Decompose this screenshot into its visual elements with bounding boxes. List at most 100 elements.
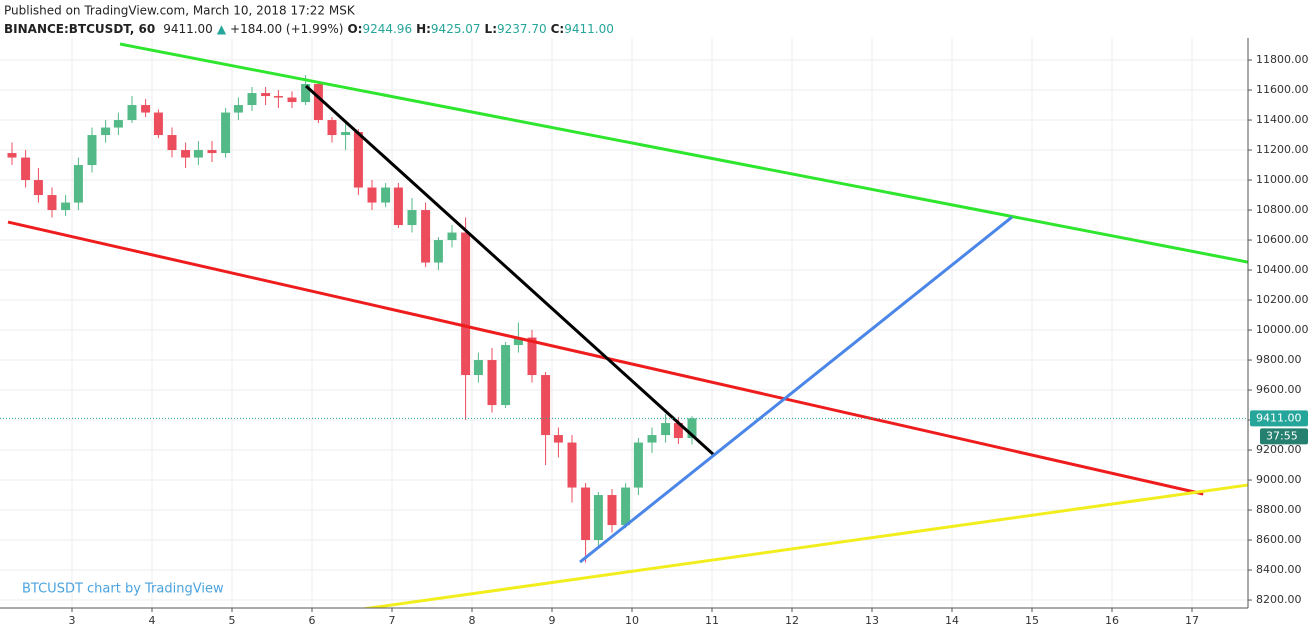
candle-body [313, 84, 323, 121]
header-title: Published on TradingView.com, March 10, … [4, 4, 356, 18]
countdown: 37:55 [1266, 429, 1298, 442]
candle-body [87, 135, 97, 166]
candle-body [101, 127, 111, 136]
y-tick-label: 10200.00 [1256, 293, 1309, 306]
trend-line [119, 42, 1248, 264]
x-tick-label: 10 [625, 614, 639, 627]
x-tick-label: 3 [69, 614, 76, 627]
x-tick-label: 7 [389, 614, 396, 627]
ohlc-key: O: [347, 22, 362, 36]
candle-body [553, 435, 563, 443]
candle-body [47, 195, 57, 211]
candle-body [61, 202, 71, 211]
candle-body [501, 345, 511, 406]
candle-body [327, 120, 337, 136]
x-tick-label: 11 [705, 614, 719, 627]
candle-body [167, 135, 177, 151]
candle-body [73, 165, 83, 203]
candle-body [127, 105, 137, 121]
axes: 11800.00 11600.00 11400.00 11200.00 11000.00… [69, 53, 1309, 627]
candle-body [473, 360, 483, 376]
trend-line [304, 84, 716, 457]
last-price-box [1250, 410, 1308, 427]
candle-body [287, 97, 297, 103]
candle-body [261, 93, 271, 97]
candle-body [33, 180, 43, 196]
candle-body [7, 153, 17, 158]
up-arrow: ▲ [217, 22, 227, 36]
candle-body [581, 487, 591, 541]
candle-body [621, 487, 631, 526]
candle-body [141, 105, 151, 113]
candle-body [433, 240, 443, 263]
candle-body [647, 435, 657, 443]
candle-body [367, 187, 377, 203]
candle-body [207, 150, 217, 154]
candle-body [353, 132, 363, 188]
candle-body [407, 210, 417, 226]
y-tick-label: 10000.00 [1256, 323, 1309, 336]
y-tick-label: 11800.00 [1256, 53, 1309, 66]
candle-body [153, 112, 163, 136]
trend-line [359, 483, 1248, 608]
ohlc-key: C: [551, 22, 565, 36]
y-tick-label: 10800.00 [1256, 203, 1309, 216]
y-tick-label: 10400.00 [1256, 263, 1309, 276]
countdown-box [1260, 428, 1308, 445]
x-tick-label: 12 [785, 614, 799, 627]
trend-line [579, 215, 1013, 564]
y-tick-label: 11000.00 [1256, 173, 1309, 186]
y-tick-label: 9800.00 [1256, 353, 1302, 366]
candle-body [21, 157, 31, 181]
candle-body [567, 442, 577, 488]
candle-body [527, 337, 537, 376]
candle-body [487, 360, 497, 406]
ohlc-key: L: [485, 22, 497, 36]
x-tick-label: 4 [149, 614, 156, 627]
plot-area: BTCUSDT chart by TradingView [0, 42, 1248, 608]
ohlc-value: 9244.96 [362, 22, 412, 36]
candle-body [421, 210, 431, 263]
candle-body [461, 232, 471, 376]
y-tick-label: 9200.00 [1256, 443, 1302, 456]
last-price-label: 9411.00 [1256, 411, 1302, 424]
candle-body [513, 337, 523, 346]
candle-body [687, 418, 697, 439]
candle-body [607, 495, 617, 526]
grid [0, 38, 1248, 608]
candle-body [661, 423, 671, 436]
change: +184.00 (+1.99%) [230, 22, 343, 36]
candle-body [301, 84, 311, 103]
price: 9411.00 [163, 22, 213, 36]
y-tick-label: 8600.00 [1256, 533, 1302, 546]
ohlc-value: 9237.70 [497, 22, 547, 36]
symbol-legend: BINANCE:BTCUSDT, 60 9411.00 ▲ +184.00 (+1.9… [4, 22, 614, 36]
symbol: BINANCE:BTCUSDT, 60 [4, 22, 155, 36]
y-tick-label: 8800.00 [1256, 503, 1302, 516]
y-tick-label: 11600.00 [1256, 83, 1309, 96]
y-tick-label: 9600.00 [1256, 383, 1302, 396]
x-tick-label: 8 [469, 614, 476, 627]
x-tick-label: 15 [1025, 614, 1039, 627]
x-tick-label: 6 [309, 614, 316, 627]
y-tick-label: 9000.00 [1256, 473, 1302, 486]
candle-body [247, 93, 257, 106]
candle-body [341, 132, 351, 136]
candle-body [633, 442, 643, 488]
candle-body [233, 105, 243, 113]
candle-body [673, 423, 683, 439]
y-tick-label: 11400.00 [1256, 113, 1309, 126]
candle-body [113, 120, 123, 128]
candle-body [393, 187, 403, 226]
x-tick-label: 13 [865, 614, 879, 627]
y-tick-label: 8200.00 [1256, 593, 1302, 606]
x-tick-label: 16 [1105, 614, 1119, 627]
candle-body [381, 187, 391, 203]
ohlc-value: 9425.07 [431, 22, 481, 36]
candle-body [181, 150, 191, 158]
candle-body [447, 232, 457, 241]
y-tick-label: 11200.00 [1256, 143, 1309, 156]
ohlc-key: H: [416, 22, 431, 36]
watermark: BTCUSDT chart by TradingView [22, 582, 224, 597]
